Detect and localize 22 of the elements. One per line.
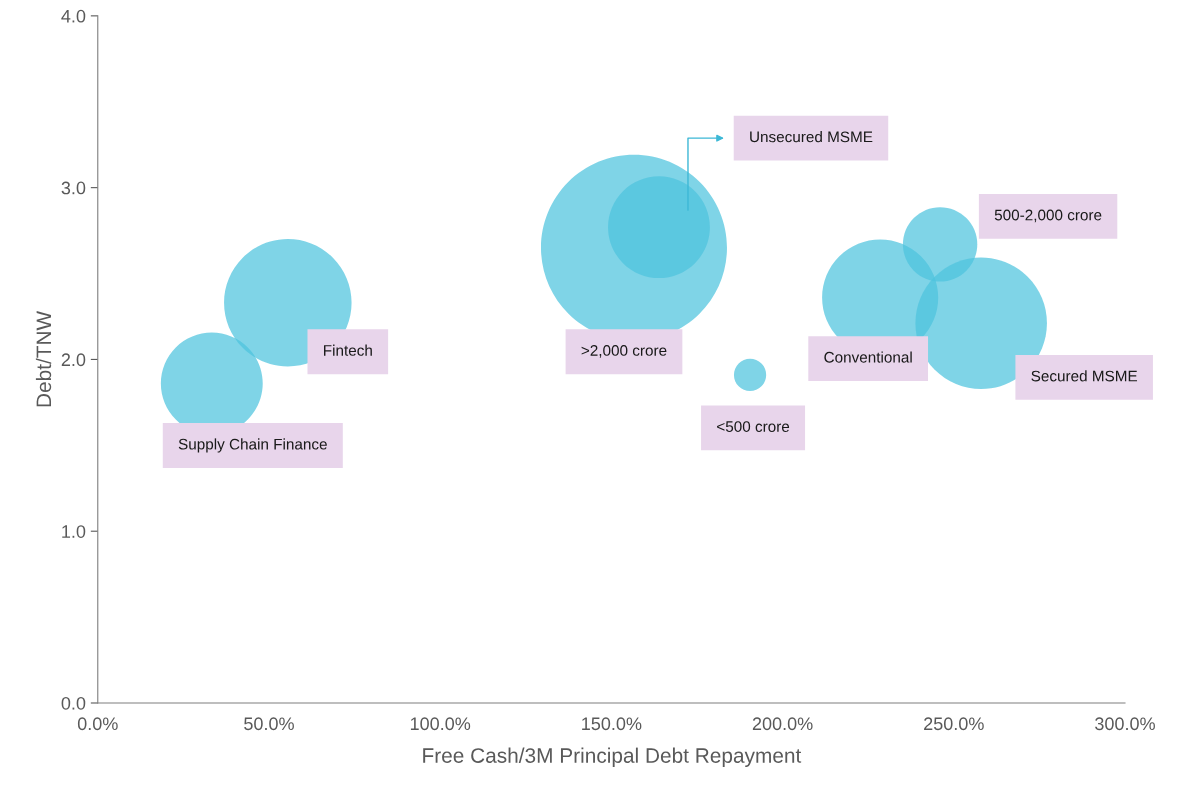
- x-tick-label: 150.0%: [582, 717, 642, 731]
- annotation: Secured MSME: [1031, 370, 1138, 382]
- x-tick-label: 50.0%: [244, 717, 294, 731]
- x-tick-label: 250.0%: [924, 717, 984, 731]
- y-tick-label: 0.0: [61, 696, 86, 710]
- x-axis-title: Free Cash/3M Principal Debt Repayment: [423, 747, 802, 768]
- annotation: <500 crore: [717, 421, 790, 432]
- y-tick-label: 2.0: [61, 353, 86, 367]
- x-tick-label: 200.0%: [752, 717, 813, 731]
- y-axis-title: Debt/TNW: [35, 310, 52, 407]
- annotation: Supply Chain Finance: [178, 438, 327, 453]
- annotation: Fintech: [324, 344, 372, 356]
- x-tick-label: 100.0%: [410, 717, 471, 731]
- annotation: >2,000 crore: [581, 345, 667, 358]
- y-tick-label: 3.0: [61, 181, 86, 195]
- y-tick-label: 1.0: [62, 525, 86, 538]
- x-tick-label: 300.0%: [1095, 717, 1155, 731]
- x-tick-label: 0.0%: [77, 717, 118, 731]
- annotation: 500-2,000 crore: [994, 209, 1102, 223]
- annotation: Unsecured MSME: [750, 131, 873, 143]
- y-tick-label: 4.0: [61, 9, 86, 23]
- annotation: Conventional: [824, 351, 912, 363]
